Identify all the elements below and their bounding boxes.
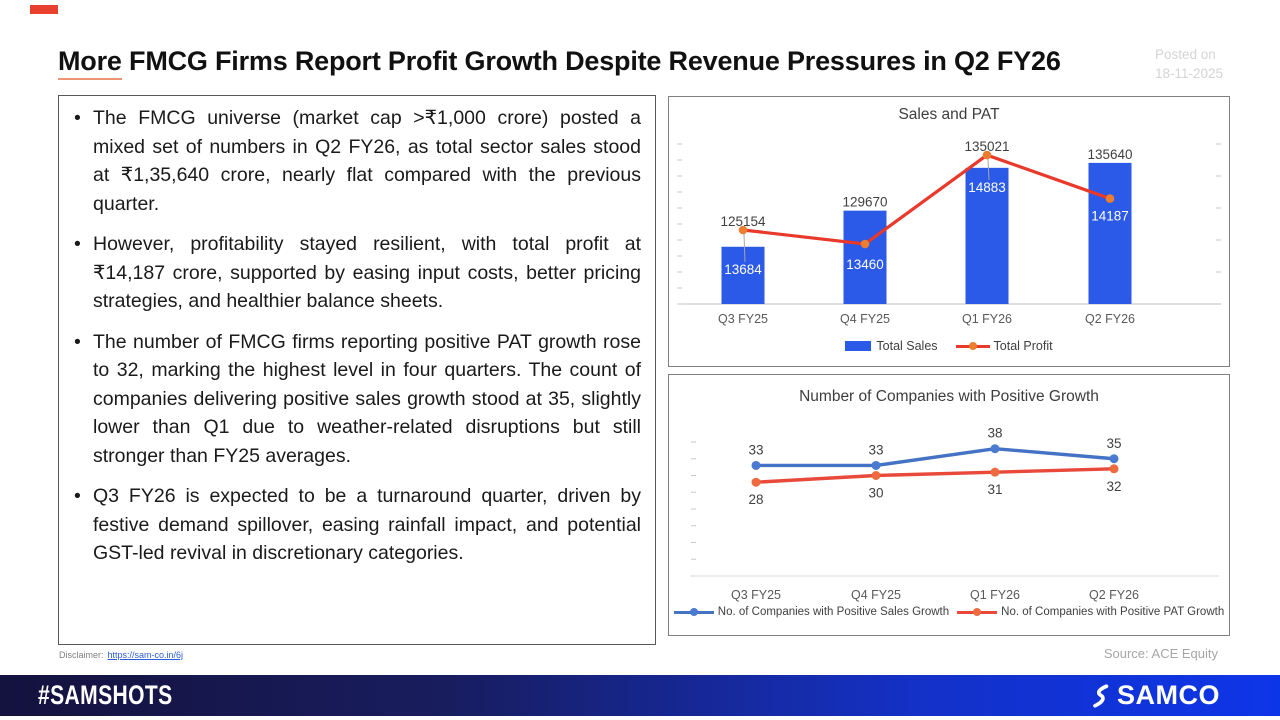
svg-text:Q4 FY25: Q4 FY25 bbox=[851, 588, 901, 602]
sales-pat-chart: Sales and PAT Q3 FY25 Q4 FY25 Q1 FY26 Q2 FY2… bbox=[668, 96, 1230, 367]
svg-text:Q3 FY25: Q3 FY25 bbox=[718, 312, 768, 326]
svg-text:13460: 13460 bbox=[846, 257, 884, 272]
svg-text:Q2 FY26: Q2 FY26 bbox=[1085, 312, 1135, 326]
svg-text:Q2 FY26: Q2 FY26 bbox=[1089, 588, 1139, 602]
svg-text:13684: 13684 bbox=[724, 262, 762, 277]
posted-on: Posted on 18-11-2025 bbox=[1155, 45, 1265, 83]
svg-text:14883: 14883 bbox=[968, 180, 1006, 195]
posted-on-date: 18-11-2025 bbox=[1155, 66, 1224, 81]
legend-item: Total Sales bbox=[845, 339, 938, 353]
disclaimer: Disclaimer: https://sam-co.in/6j bbox=[59, 650, 183, 660]
svg-text:Number of Companies with Posit: Number of Companies with Positive Growth bbox=[799, 388, 1099, 405]
source-credit: Source: ACE Equity bbox=[1103, 646, 1218, 661]
svg-text:38: 38 bbox=[987, 426, 1002, 441]
svg-text:33: 33 bbox=[748, 442, 763, 457]
list-item: • Q3 FY26 is expected to be a turnaround … bbox=[74, 482, 641, 568]
samco-logo-text: SAMCO bbox=[1117, 680, 1220, 710]
bullet-icon: • bbox=[74, 107, 81, 129]
svg-text:28: 28 bbox=[748, 492, 763, 507]
bullet-text: However, profitability stayed resilient,… bbox=[93, 233, 641, 312]
bullet-icon: • bbox=[74, 485, 81, 507]
svg-text:Q4 FY25: Q4 FY25 bbox=[840, 312, 890, 326]
list-item: • However, profitability stayed resilient… bbox=[74, 230, 641, 316]
svg-text:Q3 FY25: Q3 FY25 bbox=[731, 588, 781, 602]
summary-panel: • The FMCG universe (market cap >₹1,000 c… bbox=[58, 95, 656, 645]
svg-text:31: 31 bbox=[987, 482, 1002, 497]
title-underlined-word: More bbox=[58, 46, 122, 80]
svg-text:14187: 14187 bbox=[1091, 209, 1129, 224]
page-title: More FMCG Firms Report Profit Growth Des… bbox=[58, 46, 1158, 80]
corner-accent bbox=[30, 5, 58, 14]
title-rest: FMCG Firms Report Profit Growth Despite … bbox=[121, 46, 1061, 76]
legend-item: Total Profit bbox=[955, 339, 1053, 353]
legend-label: No. of Companies with Positive PAT Growt… bbox=[1001, 606, 1225, 618]
svg-text:30: 30 bbox=[868, 486, 883, 501]
legend-label: No. of Companies with Positive Sales Gro… bbox=[717, 606, 950, 618]
legend-line-swatch bbox=[955, 342, 990, 351]
samshots-hashtag: #SAMSHOTS bbox=[38, 680, 173, 710]
companies-growth-chart: Number of Companies with Positive Growth… bbox=[668, 374, 1230, 636]
bullet-text: The number of FMCG firms reporting posit… bbox=[93, 330, 641, 467]
list-item: • The FMCG universe (market cap >₹1,000 c… bbox=[74, 104, 641, 218]
svg-text:Q1 FY26: Q1 FY26 bbox=[970, 588, 1020, 602]
footer-bar: #SAMSHOTS SAMCO bbox=[0, 675, 1280, 716]
legend-label: Total Profit bbox=[993, 339, 1053, 353]
posted-on-label: Posted on bbox=[1155, 47, 1216, 62]
legend-bar-swatch bbox=[845, 341, 872, 351]
disclaimer-label: Disclaimer: bbox=[59, 650, 104, 660]
bullet-text: Q3 FY26 is expected to be a turnaround q… bbox=[93, 485, 641, 564]
svg-text:33: 33 bbox=[868, 442, 883, 457]
svg-text:Q1 FY26: Q1 FY26 bbox=[962, 312, 1012, 326]
disclaimer-link[interactable]: https://sam-co.in/6j bbox=[107, 650, 184, 660]
svg-text:135640: 135640 bbox=[1087, 147, 1132, 162]
list-item: • The number of FMCG firms reporting posi… bbox=[74, 328, 641, 471]
svg-text:135021: 135021 bbox=[964, 139, 1009, 154]
svg-text:35: 35 bbox=[1106, 436, 1121, 451]
svg-text:32: 32 bbox=[1106, 479, 1121, 494]
legend-line-swatch bbox=[957, 608, 998, 617]
bullet-text: The FMCG universe (market cap >₹1,000 cr… bbox=[93, 107, 641, 215]
legend-label: Total Sales bbox=[876, 339, 938, 353]
bullet-icon: • bbox=[74, 330, 81, 353]
legend-item: No. of Companies with Positive PAT Growt… bbox=[957, 606, 1224, 618]
samco-logo: SAMCO bbox=[1088, 680, 1220, 711]
samco-logo-icon bbox=[1093, 683, 1109, 708]
svg-text:129670: 129670 bbox=[842, 195, 887, 210]
svg-text:Sales and PAT: Sales and PAT bbox=[898, 106, 1000, 123]
svg-text:125154: 125154 bbox=[720, 214, 766, 229]
legend-item: No. of Companies with Positive Sales Gro… bbox=[673, 606, 950, 618]
bullet-icon: • bbox=[74, 233, 81, 255]
legend-line-swatch bbox=[673, 608, 714, 617]
